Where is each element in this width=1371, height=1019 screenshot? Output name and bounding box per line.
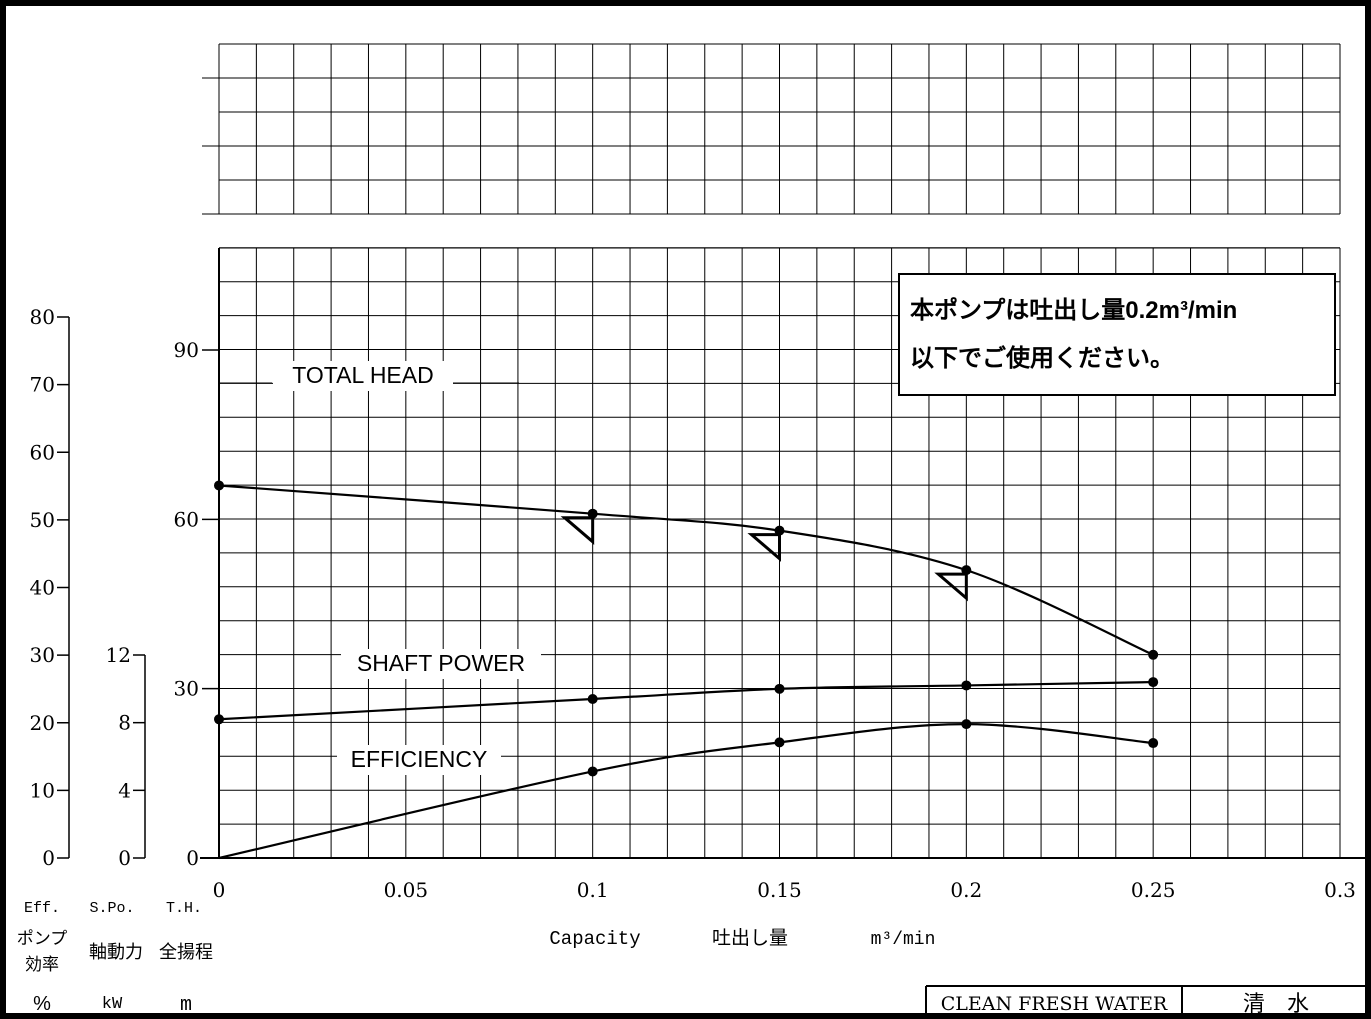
eff-tick-label: 50 [30,508,55,532]
shaft-power-point [214,714,224,725]
curves [214,480,1159,860]
shaft-power-line [218,680,1154,721]
efficiency-label-bg [337,745,501,775]
efficiency-point [1148,738,1159,749]
eff-tick-label: 30 [30,643,55,667]
th-tick-label: 0 [186,846,199,870]
shaft-power-point [961,680,972,691]
th-tick-label: 30 [174,677,199,701]
spo-axis-unit: kW [102,995,123,1014]
total-head-line [218,484,1154,656]
efficiency-point [587,766,598,777]
total-head-label-bg [273,361,453,391]
axis-captions: Eff. S.Po. T.H. ポンプ 効率 軸動力 全揚程 % kW m Ca… [17,900,936,1017]
operating-range-triangle [747,533,781,562]
eff-tick-label: 20 [30,711,55,735]
eff-tick-label: 60 [30,440,55,464]
th-axis-label: T.H. [166,900,202,917]
x-tick-label: 0.3 [1324,878,1356,902]
efficiency-point [774,737,785,748]
xlabel-en: Capacity [549,928,640,950]
eff-axis-label: Eff. [24,900,60,917]
spo-tick-label: 8 [118,711,131,735]
shaft-power-label-bg [341,649,541,679]
shaft-power-point [774,683,785,694]
x-tick-label: 0.2 [950,878,982,902]
fluid-jp: 清 水 [1243,992,1309,1017]
operating-range-triangle [934,572,968,602]
eff-axis-unit: % [33,993,51,1015]
spo-axis-label: S.Po. [89,900,134,917]
efficiency-label: EFFICIENCY [351,746,488,772]
fluid-en: CLEAN FRESH WATER [941,993,1168,1015]
total-head-point [214,480,224,491]
spo-tick-label: 4 [118,778,131,802]
total-head-label: TOTAL HEAD [292,362,433,388]
shaft-power-point [587,693,598,704]
eff-tick-label: 10 [30,778,55,802]
total-head-point [1148,649,1159,660]
th-axis-unit: m [180,994,192,1017]
grid [202,43,1341,859]
axes [57,248,1371,859]
eff-axis-jp-1: ポンプ [17,929,68,948]
notice-line-1: 本ポンプは吐出し量0.2m³/min [910,296,1237,324]
spo-tick-label: 0 [118,846,131,870]
shaft-power-label: SHAFT POWER [357,650,525,676]
tick-labels: 0 0.05 0.1 0.15 0.2 0.25 0.3 0 30 60 90 0 4 8 12 0 10 20 3… [30,305,1356,902]
shaft-power-point [1148,677,1159,688]
x-tick-label: 0.05 [384,878,429,902]
spo-axis-jp: 軸動力 [89,942,143,962]
efficiency-point [961,719,972,730]
efficiency-line [218,723,1154,860]
th-tick-label: 90 [174,338,199,362]
xlabel-jp: 吐出し量 [712,927,788,949]
eff-tick-label: 70 [30,373,55,397]
eff-tick-label: 0 [42,846,55,870]
series-labels: TOTAL HEAD SHAFT POWER EFFICIENCY [219,361,541,775]
eff-tick-label: 40 [30,576,55,600]
operating-range-triangle [560,516,595,545]
eff-axis-jp-2: 効率 [25,955,59,974]
x-tick-label: 0.15 [757,878,802,902]
th-tick-label: 60 [174,507,199,531]
x-tick-label: 0.25 [1131,878,1176,902]
x-tick-label: 0 [213,878,226,902]
x-tick-label: 0.1 [577,878,609,902]
xlabel-unit: m³/min [871,930,936,950]
eff-tick-label: 80 [30,305,55,329]
spo-tick-label: 12 [106,643,131,667]
notice-line-2: 以下でご使用ください。 [910,344,1174,372]
th-axis-jp: 全揚程 [159,942,213,962]
fluid-box: CLEAN FRESH WATER 清 水 [925,985,1371,1019]
notice-box: 本ポンプは吐出し量0.2m³/min 以下でご使用ください。 [898,273,1336,396]
